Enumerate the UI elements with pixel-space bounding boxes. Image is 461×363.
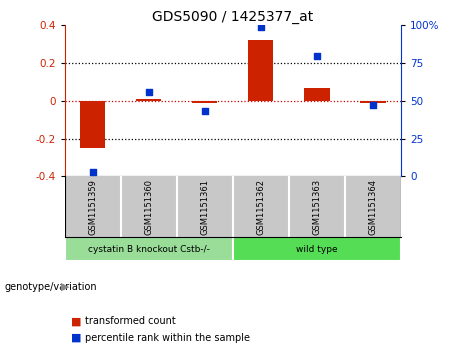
Text: transformed count: transformed count <box>85 316 176 326</box>
Point <box>313 53 321 58</box>
Point <box>369 102 377 108</box>
Bar <box>136 99 161 101</box>
Bar <box>233 237 401 261</box>
Text: ■: ■ <box>71 333 82 343</box>
Text: cystatin B knockout Cstb-/-: cystatin B knockout Cstb-/- <box>88 245 210 253</box>
Point <box>89 169 96 175</box>
Bar <box>80 101 105 148</box>
Title: GDS5090 / 1425377_at: GDS5090 / 1425377_at <box>152 11 313 24</box>
Point <box>201 109 208 114</box>
Bar <box>248 41 273 101</box>
Bar <box>304 87 330 101</box>
Text: ■: ■ <box>71 316 82 326</box>
Bar <box>65 237 233 261</box>
Text: ▶: ▶ <box>61 282 70 292</box>
Text: percentile rank within the sample: percentile rank within the sample <box>85 333 250 343</box>
Text: genotype/variation: genotype/variation <box>5 282 97 292</box>
Point <box>145 89 152 95</box>
Bar <box>361 101 386 103</box>
Text: GSM1151360: GSM1151360 <box>144 179 153 235</box>
Text: GSM1151364: GSM1151364 <box>368 179 378 235</box>
Point <box>257 24 265 30</box>
Text: GSM1151359: GSM1151359 <box>88 179 97 235</box>
Text: GSM1151363: GSM1151363 <box>313 179 321 236</box>
Text: GSM1151362: GSM1151362 <box>256 179 266 235</box>
Text: wild type: wild type <box>296 245 338 253</box>
Text: GSM1151361: GSM1151361 <box>200 179 209 235</box>
Bar <box>192 101 218 103</box>
